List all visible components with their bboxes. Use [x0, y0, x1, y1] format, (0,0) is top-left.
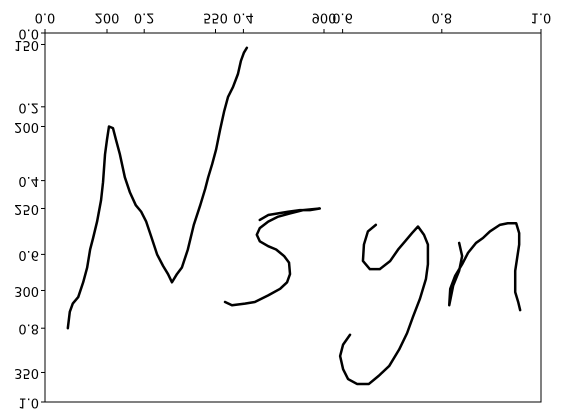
x-tick-label: 0.2	[134, 10, 155, 25]
y2-tick-label: 250	[14, 201, 39, 216]
x-tick-label: 1.0	[531, 10, 552, 25]
x-tick-label: 0.8	[431, 10, 452, 25]
x-tick-label: 0.0	[35, 10, 56, 25]
stroke	[66, 46, 249, 330]
stroke	[223, 207, 322, 307]
y-tick-label: 0.8	[18, 321, 39, 336]
y-tick-label: 0.4	[18, 173, 39, 188]
x-tick-label: 0.6	[332, 10, 353, 25]
x2-tick-label: 200	[95, 10, 120, 25]
y2-tick-label: 200	[14, 119, 39, 134]
plot-frame	[44, 32, 542, 403]
y-tick-label: 0.6	[18, 247, 39, 262]
x-tick-label: 0.4	[233, 10, 254, 25]
stroke	[447, 221, 522, 312]
y2-tick-label: 350	[14, 365, 39, 380]
x2-tick-label: 900	[312, 10, 337, 25]
y-tick-label: 0.0	[18, 26, 39, 41]
y2-tick-label: 300	[14, 283, 39, 298]
y-tick-label: 0.2	[18, 99, 39, 114]
x2-tick-label: 550	[203, 10, 228, 25]
y2-tick-label: 150	[14, 37, 39, 52]
stroke	[338, 223, 430, 386]
y-tick-label: 1.0	[18, 395, 39, 410]
